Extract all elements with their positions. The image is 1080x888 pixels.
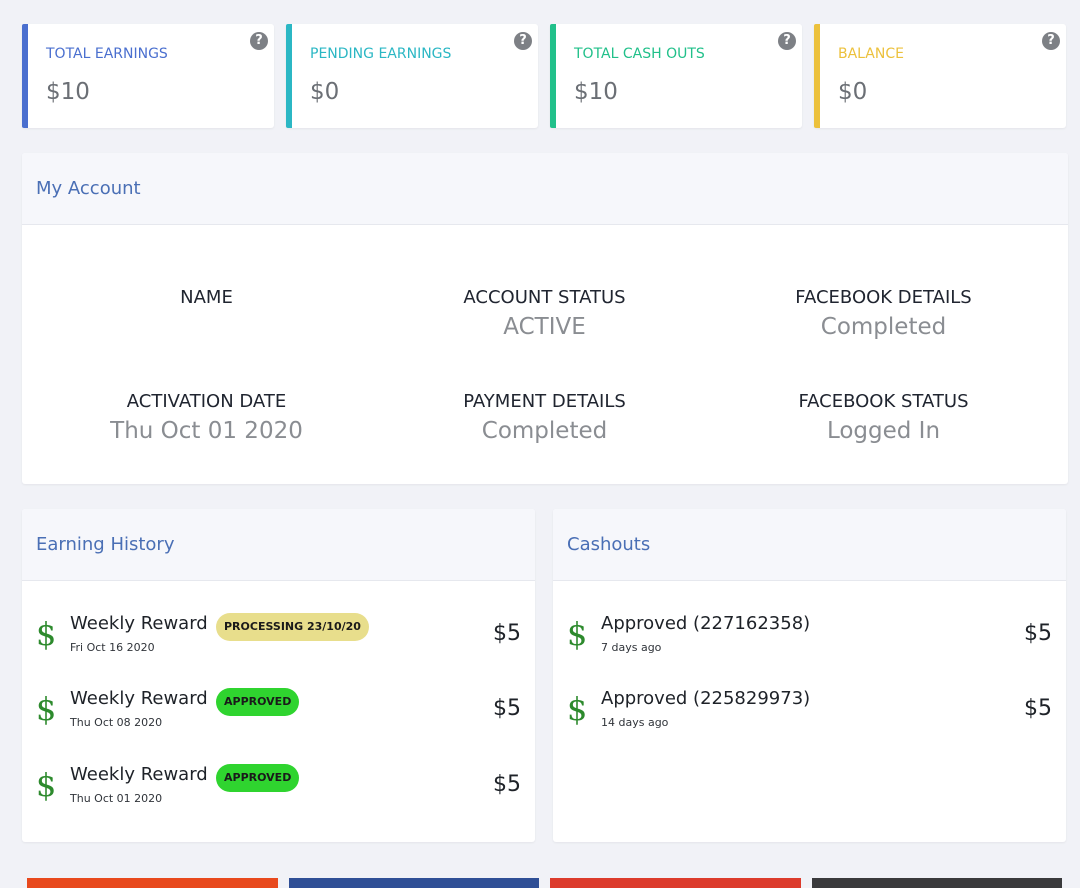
item-title: Weekly Reward [70, 764, 208, 785]
total-cash-outs-value: $10 [574, 79, 618, 105]
item-date: Thu Oct 08 2020 [70, 716, 163, 729]
my-account-title: My Account [36, 178, 141, 199]
item-ago: 7 days ago [601, 641, 662, 654]
pending-earnings-card: PENDING EARNINGS $0 ? [286, 24, 538, 128]
card-accent-bar [22, 24, 28, 128]
item-title: Weekly Reward [70, 613, 208, 634]
total-earnings-label: TOTAL EARNINGS [46, 46, 168, 62]
pending-earnings-label: PENDING EARNINGS [310, 46, 452, 62]
my-account-panel: My Account NAME ACCOUNT STATUS ACTIVE FA… [22, 153, 1068, 484]
activation-date-value: Thu Oct 01 2020 [110, 418, 303, 444]
item-date: Fri Oct 16 2020 [70, 641, 155, 654]
bottom-button-orange[interactable] [27, 878, 278, 888]
item-amount: $5 [1024, 621, 1052, 646]
total-cash-outs-card: TOTAL CASH OUTS $10 ? [550, 24, 802, 128]
status-badge: APPROVED [216, 688, 300, 716]
balance-card: BALANCE $0 ? [814, 24, 1066, 128]
activation-date-field: ACTIVATION DATE Thu Oct 01 2020 [32, 391, 381, 444]
list-item[interactable]: $ Weekly Reward Thu Oct 08 2020 APPROVED… [22, 688, 535, 748]
name-label: NAME [180, 287, 233, 308]
help-icon[interactable]: ? [514, 32, 532, 50]
list-item[interactable]: $ Weekly Reward Thu Oct 01 2020 APPROVED… [22, 764, 535, 824]
balance-label: BALANCE [838, 46, 904, 62]
total-earnings-value: $10 [46, 79, 90, 105]
help-icon[interactable]: ? [778, 32, 796, 50]
card-accent-bar [286, 24, 292, 128]
name-field: NAME [32, 287, 381, 314]
dollar-icon: $ [567, 615, 588, 653]
card-accent-bar [814, 24, 820, 128]
item-amount: $5 [493, 696, 521, 721]
item-ago: 14 days ago [601, 716, 669, 729]
status-badge: PROCESSING 23/10/20 [216, 613, 369, 641]
item-amount: $5 [493, 621, 521, 646]
item-title: Weekly Reward [70, 688, 208, 709]
panel-header: Cashouts [553, 509, 1066, 581]
panel-header: Earning History [22, 509, 535, 581]
dollar-icon: $ [36, 690, 57, 728]
card-accent-bar [550, 24, 556, 128]
item-title: Approved (225829973) [601, 688, 811, 709]
item-amount: $5 [493, 772, 521, 797]
list-item[interactable]: $ Approved (225829973) 14 days ago $5 [553, 688, 1066, 748]
account-status-field: ACCOUNT STATUS ACTIVE [370, 287, 719, 340]
pending-earnings-value: $0 [310, 79, 340, 105]
panel-header: My Account [22, 153, 1068, 225]
dollar-icon: $ [36, 615, 57, 653]
cashouts-title: Cashouts [567, 534, 651, 555]
bottom-button-dark[interactable] [812, 878, 1062, 888]
total-earnings-card: TOTAL EARNINGS $10 ? [22, 24, 274, 128]
facebook-status-field: FACEBOOK STATUS Logged In [709, 391, 1058, 444]
earning-history-panel: Earning History $ Weekly Reward Fri Oct … [22, 509, 535, 842]
facebook-status-value: Logged In [826, 418, 941, 444]
facebook-details-label: FACEBOOK DETAILS [795, 287, 972, 308]
total-cash-outs-label: TOTAL CASH OUTS [574, 46, 705, 62]
account-status-label: ACCOUNT STATUS [463, 287, 626, 308]
dollar-icon: $ [36, 766, 57, 804]
account-status-value: ACTIVE [503, 314, 586, 340]
help-icon[interactable]: ? [250, 32, 268, 50]
item-date: Thu Oct 01 2020 [70, 792, 163, 805]
earning-history-title: Earning History [36, 534, 175, 555]
dollar-icon: $ [567, 690, 588, 728]
item-amount: $5 [1024, 696, 1052, 721]
bottom-button-blue[interactable] [289, 878, 539, 888]
facebook-details-field: FACEBOOK DETAILS Completed [709, 287, 1058, 340]
balance-value: $0 [838, 79, 868, 105]
cashouts-panel: Cashouts $ Approved (227162358) 7 days a… [553, 509, 1066, 842]
list-item[interactable]: $ Weekly Reward Fri Oct 16 2020 PROCESSI… [22, 613, 535, 673]
facebook-details-value: Completed [820, 314, 947, 340]
item-title: Approved (227162358) [601, 613, 811, 634]
activation-date-label: ACTIVATION DATE [126, 391, 287, 412]
help-icon[interactable]: ? [1042, 32, 1060, 50]
list-item[interactable]: $ Approved (227162358) 7 days ago $5 [553, 613, 1066, 673]
payment-details-label: PAYMENT DETAILS [463, 391, 626, 412]
stats-row: TOTAL EARNINGS $10 ? PENDING EARNINGS $0… [22, 24, 1068, 128]
facebook-status-label: FACEBOOK STATUS [798, 391, 969, 412]
payment-details-field: PAYMENT DETAILS Completed [370, 391, 719, 444]
payment-details-value: Completed [481, 418, 608, 444]
bottom-button-red[interactable] [550, 878, 801, 888]
status-badge: APPROVED [216, 764, 300, 792]
